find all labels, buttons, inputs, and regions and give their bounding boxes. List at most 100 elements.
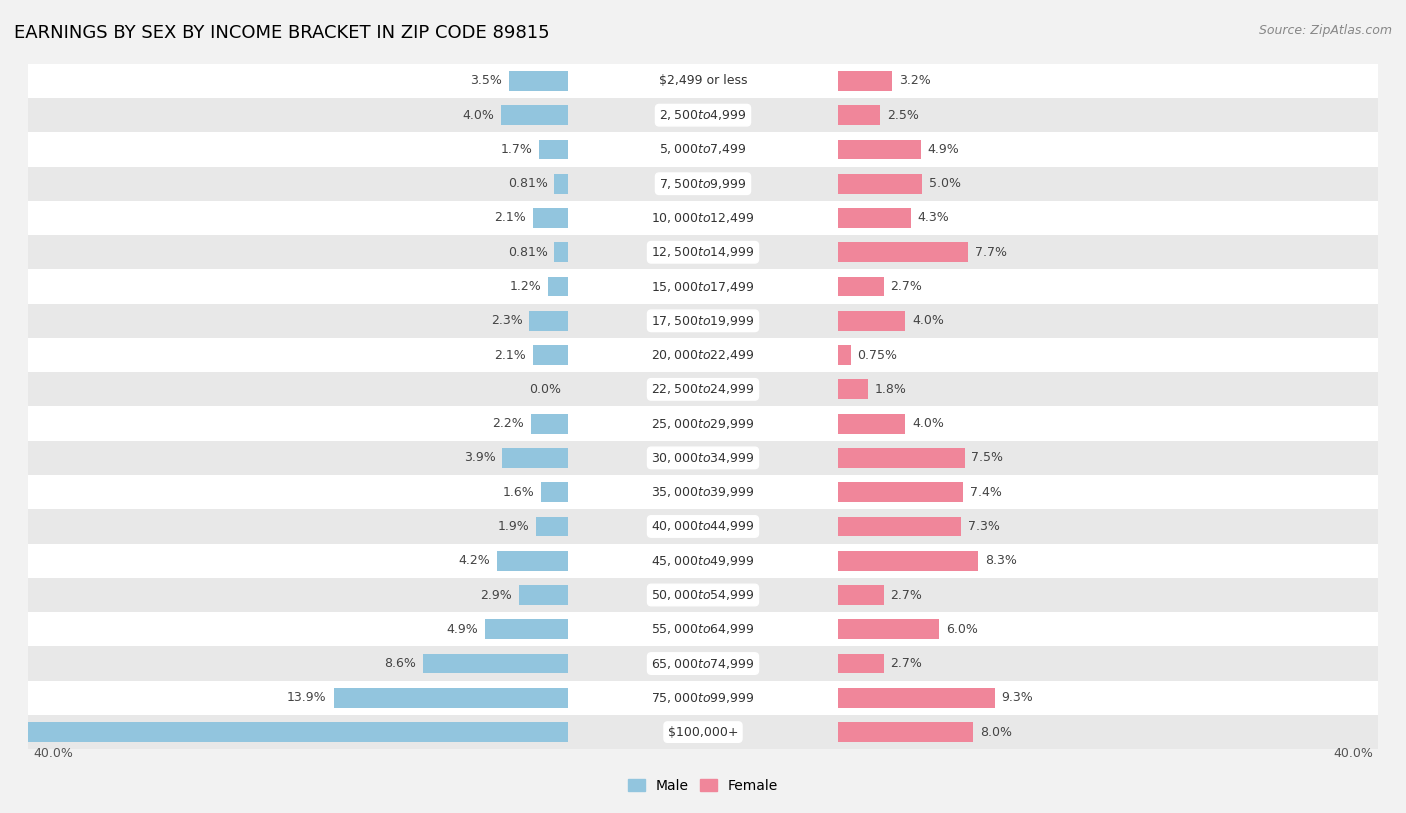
Text: 2.7%: 2.7% [890, 657, 922, 670]
Bar [28, 304, 1378, 338]
Text: 4.0%: 4.0% [912, 315, 943, 328]
Text: 4.0%: 4.0% [463, 109, 494, 122]
Bar [519, 585, 568, 605]
Bar [498, 550, 568, 571]
Bar [28, 646, 1378, 680]
Text: 2.2%: 2.2% [492, 417, 524, 430]
Text: 3.9%: 3.9% [464, 451, 495, 464]
Text: $100,000+: $100,000+ [668, 725, 738, 738]
Text: 4.2%: 4.2% [458, 554, 491, 567]
Text: $65,000 to $74,999: $65,000 to $74,999 [651, 657, 755, 671]
Text: 7.5%: 7.5% [972, 451, 1004, 464]
Bar [28, 269, 1378, 304]
Bar [28, 509, 1378, 544]
Text: 4.9%: 4.9% [928, 143, 959, 156]
Bar [838, 242, 967, 263]
Bar [485, 620, 568, 639]
Bar [333, 688, 568, 708]
Bar [533, 208, 568, 228]
Bar [536, 516, 568, 537]
Text: $22,500 to $24,999: $22,500 to $24,999 [651, 382, 755, 397]
Bar [838, 550, 979, 571]
Text: 2.9%: 2.9% [481, 589, 512, 602]
Text: 1.8%: 1.8% [875, 383, 907, 396]
Bar [28, 201, 1378, 235]
Bar [838, 482, 963, 502]
Bar [838, 140, 921, 159]
Text: 9.3%: 9.3% [1001, 691, 1033, 704]
Bar [838, 688, 995, 708]
Text: 4.3%: 4.3% [917, 211, 949, 224]
Text: $5,000 to $7,499: $5,000 to $7,499 [659, 142, 747, 156]
Text: 2.1%: 2.1% [494, 211, 526, 224]
Bar [28, 441, 1378, 475]
Text: Source: ZipAtlas.com: Source: ZipAtlas.com [1258, 24, 1392, 37]
Text: $15,000 to $17,499: $15,000 to $17,499 [651, 280, 755, 293]
Bar [28, 544, 1378, 578]
Text: 0.75%: 0.75% [858, 349, 897, 362]
Bar [529, 311, 568, 331]
Bar [838, 654, 883, 673]
Text: 13.9%: 13.9% [287, 691, 326, 704]
Text: 2.3%: 2.3% [491, 315, 523, 328]
Bar [554, 242, 568, 263]
Text: 4.0%: 4.0% [912, 417, 943, 430]
Text: 7.4%: 7.4% [970, 485, 1001, 498]
Text: $50,000 to $54,999: $50,000 to $54,999 [651, 588, 755, 602]
Text: $2,500 to $4,999: $2,500 to $4,999 [659, 108, 747, 122]
Bar [28, 63, 1378, 98]
Bar [838, 105, 880, 125]
Text: 6.0%: 6.0% [946, 623, 977, 636]
Text: $20,000 to $22,499: $20,000 to $22,499 [651, 348, 755, 362]
Bar [838, 380, 869, 399]
Bar [501, 105, 568, 125]
Bar [28, 133, 1378, 167]
Text: 1.7%: 1.7% [501, 143, 533, 156]
Text: 2.7%: 2.7% [890, 280, 922, 293]
Bar [838, 311, 905, 331]
Text: $35,000 to $39,999: $35,000 to $39,999 [651, 485, 755, 499]
Text: 5.0%: 5.0% [929, 177, 962, 190]
Text: $45,000 to $49,999: $45,000 to $49,999 [651, 554, 755, 567]
Bar [838, 346, 851, 365]
Bar [28, 338, 1378, 372]
Text: 0.81%: 0.81% [508, 177, 547, 190]
Bar [533, 346, 568, 365]
Text: 4.9%: 4.9% [447, 623, 478, 636]
Text: 8.6%: 8.6% [384, 657, 416, 670]
Bar [28, 372, 1378, 406]
Bar [531, 414, 568, 433]
Bar [838, 174, 922, 193]
Bar [28, 406, 1378, 441]
Text: 0.0%: 0.0% [529, 383, 561, 396]
Text: 1.9%: 1.9% [498, 520, 529, 533]
Text: $55,000 to $64,999: $55,000 to $64,999 [651, 622, 755, 637]
Bar [838, 414, 905, 433]
Text: $17,500 to $19,999: $17,500 to $19,999 [651, 314, 755, 328]
Bar [28, 680, 1378, 715]
Text: 7.7%: 7.7% [974, 246, 1007, 259]
Bar [548, 276, 568, 297]
Bar [28, 98, 1378, 133]
Text: 8.0%: 8.0% [980, 725, 1012, 738]
Bar [0, 722, 568, 742]
Bar [838, 722, 973, 742]
Text: 7.3%: 7.3% [967, 520, 1000, 533]
Text: $2,499 or less: $2,499 or less [659, 75, 747, 88]
Text: 2.7%: 2.7% [890, 589, 922, 602]
Text: 2.5%: 2.5% [887, 109, 918, 122]
Bar [502, 448, 568, 467]
Text: 3.5%: 3.5% [471, 75, 502, 88]
Bar [423, 654, 568, 673]
Text: 40.0%: 40.0% [1333, 747, 1372, 760]
Bar [554, 174, 568, 193]
Bar [838, 71, 891, 91]
Bar [28, 715, 1378, 750]
Bar [541, 482, 568, 502]
Text: 1.6%: 1.6% [502, 485, 534, 498]
Bar [28, 612, 1378, 646]
Bar [509, 71, 568, 91]
Text: 2.1%: 2.1% [494, 349, 526, 362]
Bar [28, 578, 1378, 612]
Bar [838, 276, 883, 297]
